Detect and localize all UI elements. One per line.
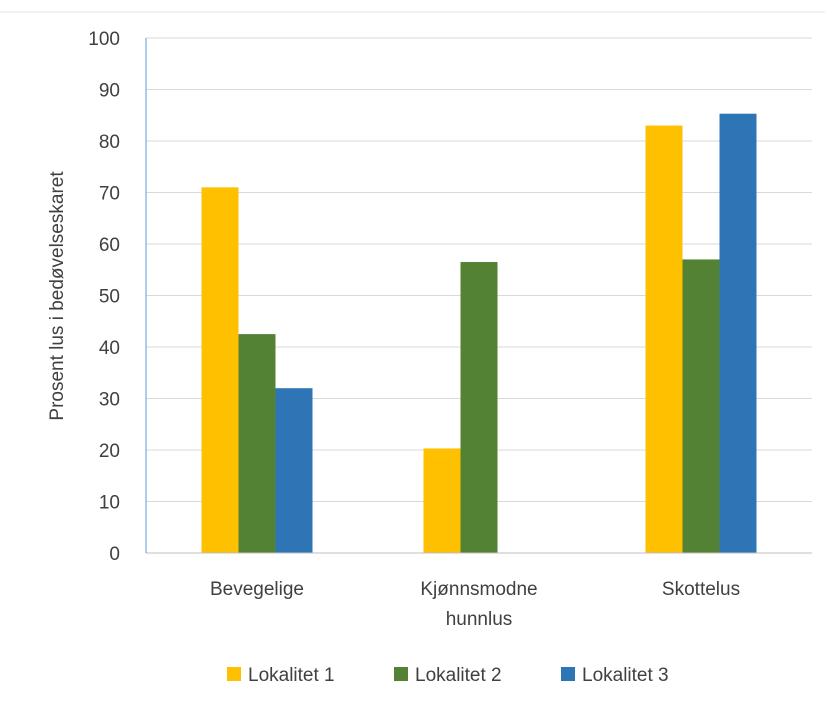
y-tick-label: 70	[99, 184, 120, 205]
bar	[682, 259, 720, 553]
bar	[645, 125, 683, 554]
y-tick-label: 60	[99, 235, 120, 256]
legend-label: Lokalitet 2	[415, 665, 502, 686]
y-tick-label: 90	[99, 81, 120, 102]
legend: Lokalitet 1 Lokalitet 2 Lokalitet 3	[227, 665, 669, 686]
y-tick-label: 30	[99, 390, 120, 411]
x-category-label: Bevegelige	[210, 579, 304, 600]
legend-swatch	[227, 667, 241, 681]
x-category-label: Kjønnsmodne	[420, 579, 537, 600]
bar	[719, 113, 757, 553]
legend-swatch	[561, 667, 575, 681]
y-tick-label: 0	[109, 544, 120, 565]
x-category-label: Skottelus	[662, 579, 740, 600]
legend-label: Lokalitet 1	[248, 665, 335, 686]
y-tick-label: 40	[99, 338, 120, 359]
x-category-label: hunnlus	[446, 609, 513, 630]
y-tick-label: 10	[99, 493, 120, 514]
y-axis-ticks: 0 10 20 30 40 50 60 70 80 90 100	[88, 29, 120, 565]
bar	[201, 187, 239, 553]
y-tick-label: 50	[99, 287, 120, 308]
bar	[238, 334, 276, 553]
y-tick-label: 80	[99, 132, 120, 153]
bar	[460, 262, 498, 553]
x-axis-categories: Bevegelige Kjønnsmodne hunnlus Skottelus	[210, 579, 740, 630]
bar	[423, 448, 461, 553]
legend-label: Lokalitet 3	[582, 665, 669, 686]
bars	[201, 113, 757, 554]
y-axis-title: Prosent lus i bedøvelseskaret	[47, 171, 68, 421]
y-tick-label: 100	[88, 29, 120, 50]
y-tick-label: 20	[99, 441, 120, 462]
legend-swatch	[394, 667, 408, 681]
bar	[275, 388, 313, 553]
